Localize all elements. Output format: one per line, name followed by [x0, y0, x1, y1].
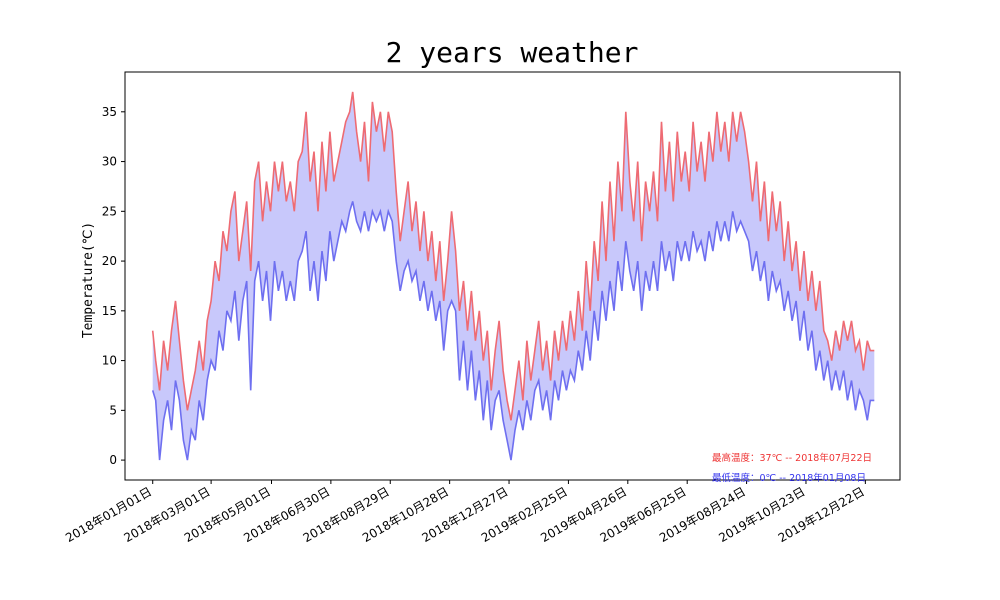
min-temp-annotation: 最低温度：0℃ -- 2018年01月08日	[712, 472, 866, 484]
annotations: 最高温度：37℃ -- 2018年07月22日 最低温度：0℃ -- 2018年…	[712, 452, 872, 484]
y-axis-label: Temperature(℃)	[81, 222, 96, 338]
max-temp-annotation: 最高温度：37℃ -- 2018年07月22日	[712, 452, 872, 464]
chart-title: 2 years weather	[386, 36, 639, 69]
y-tick-label: 5	[109, 403, 117, 417]
y-tick-label: 35	[102, 105, 117, 119]
high-temp-line	[151, 91, 875, 421]
y-tick-label: 25	[102, 204, 117, 218]
y-tick-label: 30	[102, 155, 117, 169]
plot-frame	[124, 71, 901, 481]
temperature-range-fill	[152, 91, 875, 461]
y-tick-label: 10	[102, 354, 117, 368]
y-tick-label: 20	[102, 254, 117, 268]
y-tick-label: 0	[109, 453, 117, 467]
y-tick-label: 15	[102, 304, 117, 318]
low-temp-line	[151, 201, 875, 461]
